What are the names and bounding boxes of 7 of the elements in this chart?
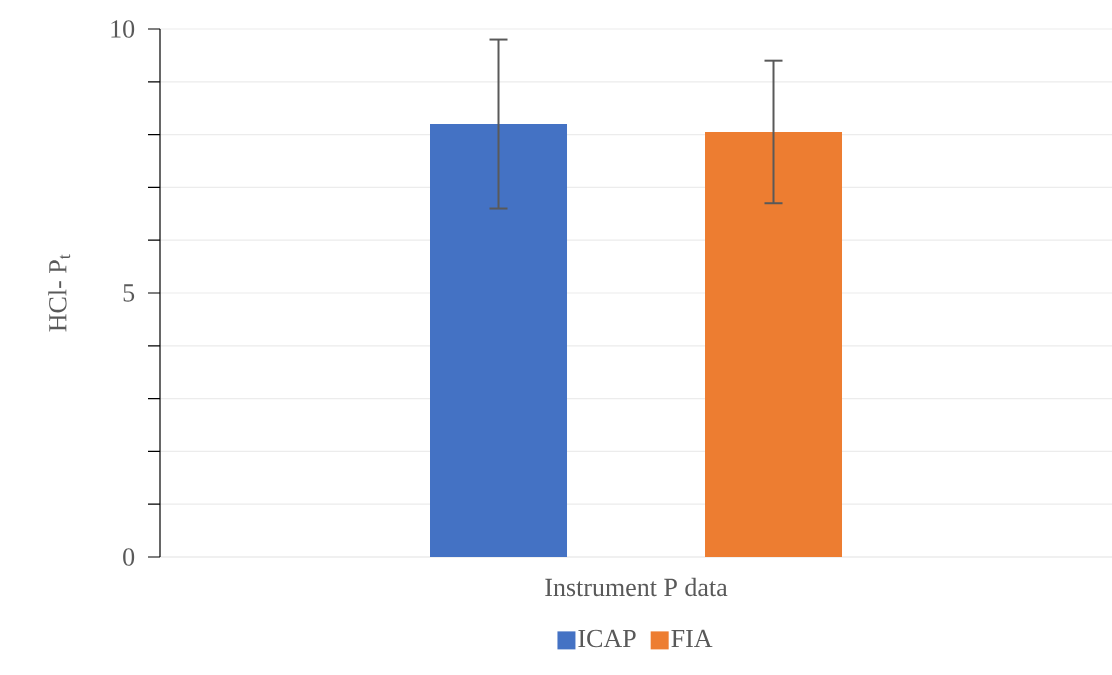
legend-label: ICAP xyxy=(578,629,636,648)
legend-label: FIA xyxy=(671,629,713,648)
y-tick-label: 10 xyxy=(111,20,135,38)
x-tick-label: Instrument P data xyxy=(545,577,728,597)
y-tick-label: 5 xyxy=(123,284,135,302)
y-axis-title: HCl- P$_{t}$ xyxy=(48,254,71,332)
y-tick-label: 0 xyxy=(123,548,135,566)
